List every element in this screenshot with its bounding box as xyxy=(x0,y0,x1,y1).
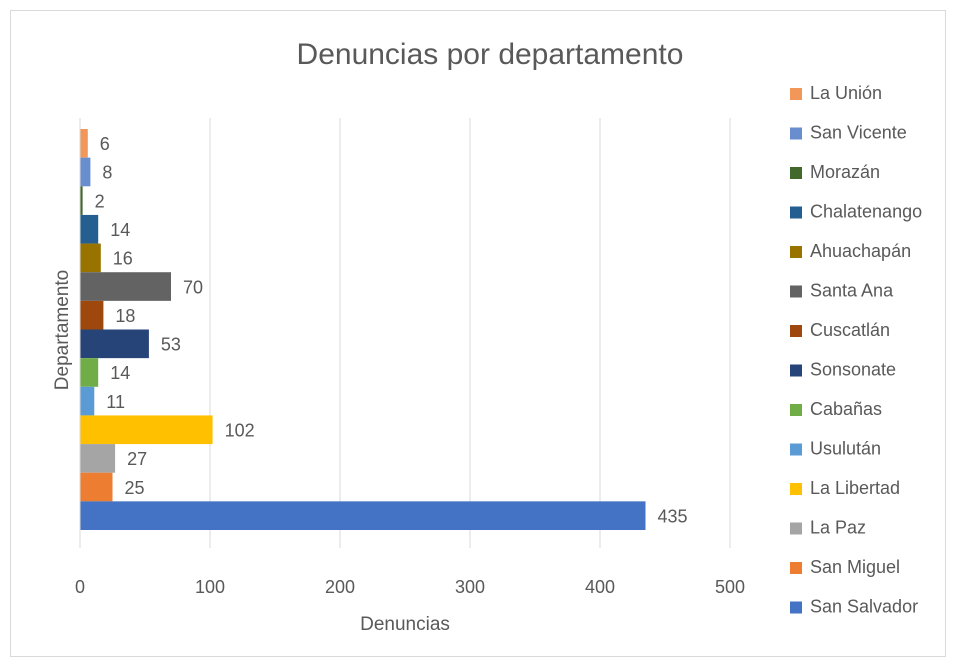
legend-swatch xyxy=(790,206,802,219)
chart-frame xyxy=(10,10,946,657)
x-tick-label: 100 xyxy=(195,577,225,597)
chart-title: Denuncias por departamento xyxy=(297,38,684,71)
legend-swatch xyxy=(790,364,802,377)
data-label: 6 xyxy=(100,134,110,154)
data-label: 25 xyxy=(125,478,145,498)
bar xyxy=(80,501,646,530)
legend-label: La Unión xyxy=(810,83,882,103)
legend-swatch xyxy=(790,285,802,298)
bar xyxy=(80,386,95,416)
data-label: 102 xyxy=(225,421,255,441)
bar xyxy=(80,358,99,387)
legend-label: Usulután xyxy=(810,438,881,458)
data-label: 435 xyxy=(658,506,688,526)
legend-label: Chalatenango xyxy=(810,201,922,221)
legend-swatch xyxy=(790,88,802,100)
x-tick-label: 500 xyxy=(715,577,745,597)
bar xyxy=(80,329,149,359)
y-axis-title: Departamento xyxy=(52,270,73,390)
legend-swatch xyxy=(790,246,802,258)
legend-swatch xyxy=(790,404,802,416)
legend-label: Sonsonate xyxy=(810,359,896,379)
data-label: 2 xyxy=(95,191,105,211)
data-label: 27 xyxy=(127,449,147,469)
legend-label: San Vicente xyxy=(810,122,907,142)
bar xyxy=(80,272,171,301)
bar xyxy=(80,300,104,330)
legend-swatch xyxy=(790,601,802,614)
legend-label: Cuscatlán xyxy=(810,320,890,340)
bar xyxy=(80,444,116,473)
data-label: 14 xyxy=(110,363,130,383)
data-label: 8 xyxy=(102,163,112,183)
legend-swatch xyxy=(790,522,802,535)
bar xyxy=(80,129,88,158)
legend-label: San Miguel xyxy=(810,557,900,577)
legend-swatch xyxy=(790,167,802,179)
data-label: 11 xyxy=(106,392,125,412)
legend-label: La Libertad xyxy=(810,478,900,498)
x-tick-label: 200 xyxy=(325,577,355,597)
legend-swatch xyxy=(790,127,802,140)
legend-label: San Salvador xyxy=(810,596,918,616)
data-label: 14 xyxy=(110,220,130,240)
bar xyxy=(80,186,83,215)
legend-label: Santa Ana xyxy=(810,280,894,300)
x-tick-label: 400 xyxy=(585,577,615,597)
legend-swatch xyxy=(790,483,802,495)
x-tick-label: 300 xyxy=(455,577,485,597)
data-label: 70 xyxy=(183,277,203,297)
bar xyxy=(80,472,113,502)
data-label: 16 xyxy=(113,249,133,269)
legend-label: Morazán xyxy=(810,162,880,182)
legend-swatch xyxy=(790,443,802,456)
bar xyxy=(80,243,101,273)
x-axis-title: Denuncias xyxy=(360,614,450,635)
bar xyxy=(80,157,91,187)
legend-label: Cabañas xyxy=(810,399,882,419)
legend-label: La Paz xyxy=(810,517,866,537)
legend-swatch xyxy=(790,325,802,337)
bar xyxy=(80,214,99,244)
legend-swatch xyxy=(790,562,802,574)
legend-label: Ahuachapán xyxy=(810,241,911,261)
x-tick-label: 0 xyxy=(75,577,85,597)
data-label: 53 xyxy=(161,335,181,355)
bar xyxy=(80,415,213,445)
data-label: 18 xyxy=(115,306,135,326)
